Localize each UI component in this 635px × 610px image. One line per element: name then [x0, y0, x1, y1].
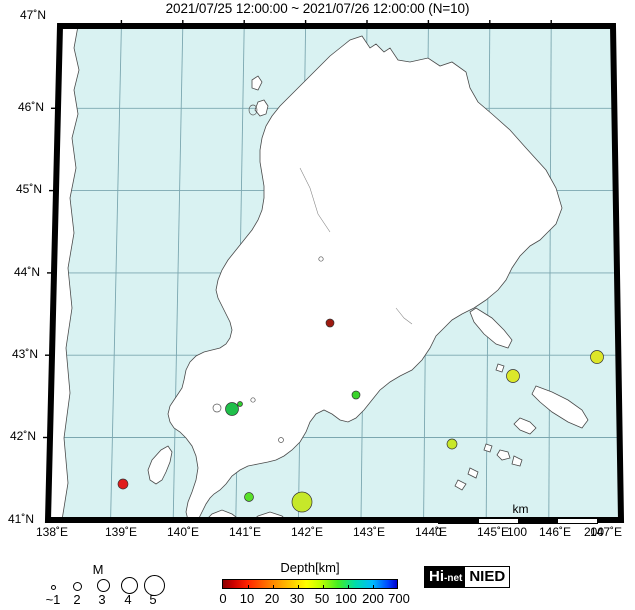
coast-rebun — [254, 99, 269, 117]
logo-nied-text: NIED — [465, 567, 510, 587]
lat-label-47: 47˚N — [19, 8, 46, 22]
depth-tick-200 — [373, 585, 374, 589]
lat-label-45: 45˚N — [15, 182, 42, 196]
depth-value-20: 20 — [264, 591, 280, 606]
earthquake-marker[interactable] — [590, 350, 604, 364]
landmasses — [48, 26, 589, 520]
internal-boundaries — [299, 167, 413, 325]
logo-hi-text: Hi — [429, 568, 444, 585]
earthquake-marker[interactable] — [506, 369, 520, 383]
seismicity-map[interactable]: 47˚N 46˚N 45˚N 44˚N 43˚N 42˚N 41˚N 138˚E… — [0, 8, 635, 540]
depth-legend: Depth[km] 0 10 20 30 50 100 200 700 — [215, 560, 410, 608]
lon-label-143: 143˚E — [352, 525, 386, 539]
lon-label-138: 138˚E — [35, 525, 69, 539]
earthquake-marker[interactable] — [446, 438, 458, 450]
logo-hinet: Hi -net — [425, 567, 466, 587]
earthquake-marker[interactable] — [117, 478, 129, 490]
depth-value-30: 30 — [289, 591, 305, 606]
coast-hokkaido — [167, 35, 563, 520]
lon-label-144: 144˚E — [414, 525, 448, 539]
magnitude-symbol-4 — [121, 577, 138, 594]
magnitude-symbol-2 — [73, 582, 82, 591]
magnitude-value-2: 2 — [73, 592, 81, 607]
earthquake-marker[interactable] — [237, 401, 243, 407]
lat-label-44: 44˚N — [13, 265, 40, 279]
magnitude-legend: M ~1 2 3 4 5 — [28, 562, 168, 608]
coast-kuril-small-5 — [495, 363, 505, 373]
lon-label-140: 140˚E — [166, 525, 200, 539]
magnitude-value-1: ~1 — [45, 592, 61, 607]
scale-seg-1 — [439, 519, 479, 523]
depth-value-100: 100 — [335, 591, 357, 606]
earthquake-markers[interactable] — [117, 318, 604, 513]
frame-ticks — [43, 20, 552, 439]
scale-tick-100: 100 — [507, 525, 528, 539]
lat-label-42: 42˚N — [9, 429, 36, 443]
magnitude-value-4: 4 — [124, 592, 132, 607]
scale-bar-track — [438, 518, 598, 524]
lon-label-142: 142˚E — [290, 525, 324, 539]
depth-tick-20 — [273, 585, 274, 589]
lon-label-147: 147˚E — [589, 525, 623, 539]
depth-value-700: 700 — [388, 591, 410, 606]
depth-tick-30 — [298, 585, 299, 589]
depth-legend-label: Depth[km] — [280, 560, 340, 575]
magnitude-value-3: 3 — [98, 592, 106, 607]
lat-label-43: 43˚N — [11, 347, 38, 361]
coast-kuril-small-2 — [511, 455, 523, 467]
depth-value-200: 200 — [362, 591, 384, 606]
page-title: 2021/07/25 12:00:00 ~ 2021/07/26 12:00:0… — [165, 1, 470, 16]
depth-tick-50 — [323, 585, 324, 589]
lon-label-146: 146˚E — [538, 525, 572, 539]
magnitude-symbol-1 — [51, 585, 56, 590]
earthquake-marker[interactable] — [325, 318, 335, 328]
scale-bar: km 0 100 200 — [435, 502, 605, 540]
magnitude-symbol-5 — [144, 575, 165, 596]
depth-value-0: 0 — [219, 591, 227, 606]
coast-kuril-small-3 — [483, 443, 493, 453]
earthquake-marker[interactable] — [225, 402, 239, 416]
depth-value-10: 10 — [239, 591, 255, 606]
magnitude-legend-label: M — [92, 562, 104, 577]
coast-kunashiri — [469, 307, 513, 349]
scale-tick-0: 0 — [435, 525, 442, 539]
lat-label-41: 41˚N — [7, 512, 34, 526]
depth-tick-10 — [248, 585, 249, 589]
coast-rishiri — [251, 75, 263, 91]
logo-net-text: -net — [444, 573, 463, 584]
coast-kuril-small-6 — [454, 479, 467, 491]
hinet-nied-logo: Hi -net NIED — [424, 566, 511, 588]
earthquake-marker[interactable] — [244, 492, 254, 502]
earthquake-marker[interactable] — [291, 491, 313, 513]
scale-seg-2 — [518, 519, 558, 523]
map-specks — [212, 104, 324, 443]
scale-tick-200: 200 — [584, 525, 605, 539]
earthquake-marker[interactable] — [351, 390, 361, 400]
scale-unit-label: km — [512, 502, 529, 516]
lat-label-46: 46˚N — [17, 100, 44, 114]
coast-okushiri — [147, 445, 173, 485]
coast-shikotan — [513, 417, 537, 435]
coast-west-sliver — [48, 26, 80, 520]
coast-kuril-small-4 — [467, 467, 479, 479]
map-canvas[interactable] — [0, 18, 635, 538]
lon-label-141: 141˚E — [228, 525, 262, 539]
magnitude-symbol-3 — [97, 579, 110, 592]
depth-value-50: 50 — [314, 591, 330, 606]
magnitude-value-5: 5 — [149, 592, 157, 607]
coast-iturup — [531, 385, 589, 429]
coast-kuril-small-1 — [496, 449, 511, 461]
depth-colorbar — [222, 579, 398, 589]
lon-label-139: 139˚E — [104, 525, 138, 539]
lon-label-145: 145˚E — [476, 525, 510, 539]
depth-tick-100 — [348, 585, 349, 589]
